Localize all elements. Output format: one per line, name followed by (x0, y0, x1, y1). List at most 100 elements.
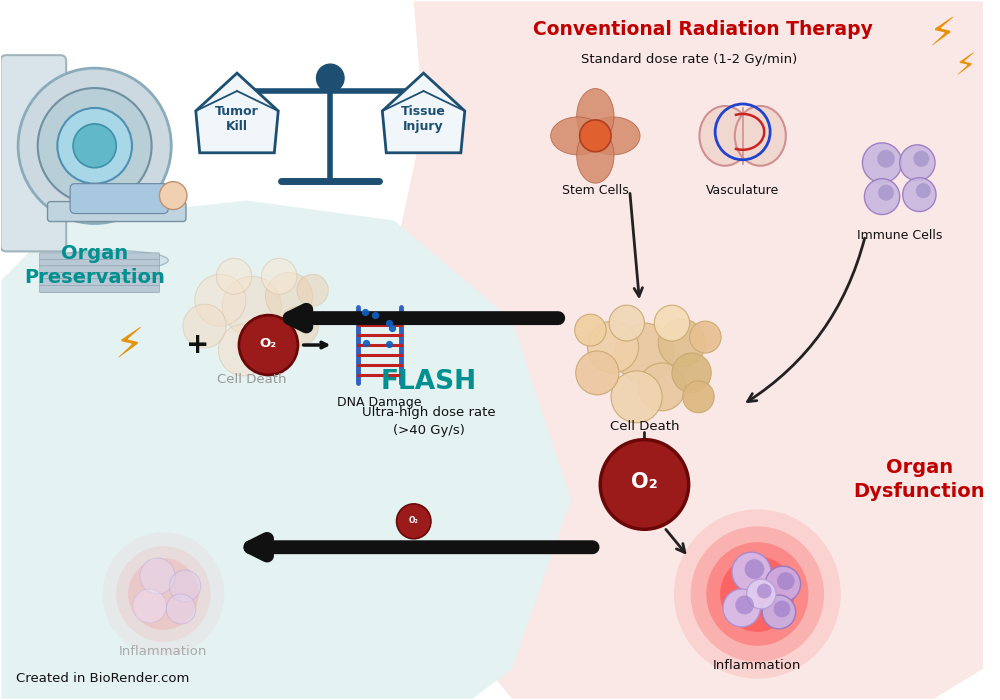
Ellipse shape (735, 106, 786, 166)
Text: Stem Cells: Stem Cells (562, 184, 629, 197)
FancyBboxPatch shape (40, 260, 159, 267)
Circle shape (195, 274, 246, 326)
Circle shape (103, 532, 224, 656)
Text: Standard dose rate (1-2 Gy/min): Standard dose rate (1-2 Gy/min) (581, 52, 797, 66)
Text: O₂: O₂ (409, 516, 419, 525)
FancyBboxPatch shape (0, 55, 66, 251)
FancyBboxPatch shape (40, 272, 159, 280)
Circle shape (864, 178, 900, 214)
Text: Ultra-high dose rate
(>40 Gy/s): Ultra-high dose rate (>40 Gy/s) (362, 406, 495, 438)
Text: ⚡: ⚡ (114, 324, 144, 366)
Circle shape (159, 182, 187, 209)
Text: Cell Death: Cell Death (610, 420, 679, 433)
Circle shape (38, 88, 152, 204)
Point (357, 306, 373, 317)
Ellipse shape (586, 117, 640, 155)
FancyBboxPatch shape (40, 286, 159, 293)
Circle shape (639, 363, 686, 411)
Point (381, 317, 397, 328)
Circle shape (720, 556, 795, 632)
Circle shape (166, 594, 196, 624)
Circle shape (757, 584, 772, 598)
Circle shape (169, 570, 201, 602)
Circle shape (654, 305, 690, 341)
Text: O₂: O₂ (260, 337, 277, 349)
Polygon shape (1, 201, 571, 699)
FancyBboxPatch shape (70, 183, 168, 214)
Circle shape (877, 150, 895, 168)
Circle shape (239, 315, 298, 375)
Text: Vasculature: Vasculature (706, 184, 779, 197)
Circle shape (658, 319, 705, 367)
Circle shape (615, 323, 674, 383)
Circle shape (732, 552, 771, 592)
Circle shape (723, 589, 760, 627)
Circle shape (609, 305, 644, 341)
Circle shape (903, 178, 936, 211)
Circle shape (265, 272, 313, 320)
Text: Tissue
Injury: Tissue Injury (401, 105, 446, 133)
Text: Conventional Radiation Therapy: Conventional Radiation Therapy (533, 20, 873, 38)
Circle shape (222, 276, 281, 336)
Point (358, 337, 374, 349)
Text: Inflammation: Inflammation (119, 645, 208, 658)
FancyBboxPatch shape (48, 202, 186, 221)
Circle shape (862, 143, 902, 183)
Circle shape (133, 589, 166, 623)
Circle shape (576, 351, 619, 395)
Text: DNA Damage: DNA Damage (337, 396, 422, 410)
Point (384, 323, 400, 334)
Text: FLASH: FLASH (380, 369, 477, 395)
Text: Cell Death: Cell Death (217, 373, 286, 386)
Circle shape (216, 258, 252, 294)
Polygon shape (374, 1, 983, 699)
Circle shape (691, 526, 824, 662)
Circle shape (765, 566, 801, 602)
Text: ⚡: ⚡ (928, 14, 956, 52)
Circle shape (774, 601, 790, 617)
Point (367, 309, 383, 320)
Circle shape (279, 306, 319, 346)
Text: ⚡: ⚡ (955, 52, 976, 80)
Text: Organ
Dysfunction: Organ Dysfunction (854, 458, 985, 501)
Circle shape (57, 108, 132, 183)
Text: Tumor
Kill: Tumor Kill (215, 105, 259, 133)
Polygon shape (196, 73, 278, 153)
Circle shape (588, 321, 639, 373)
Circle shape (73, 124, 116, 168)
Ellipse shape (577, 88, 614, 144)
Text: Inflammation: Inflammation (713, 659, 802, 672)
Ellipse shape (50, 251, 168, 270)
Circle shape (706, 542, 808, 646)
Circle shape (878, 185, 894, 201)
Circle shape (580, 120, 611, 152)
Circle shape (762, 595, 796, 629)
Circle shape (575, 314, 606, 346)
Ellipse shape (551, 117, 605, 155)
Text: Organ
Preservation: Organ Preservation (24, 244, 165, 287)
Point (381, 338, 397, 349)
Circle shape (745, 559, 764, 579)
Ellipse shape (577, 128, 614, 183)
Text: +: + (186, 331, 209, 359)
Circle shape (690, 321, 721, 353)
Polygon shape (382, 73, 465, 153)
FancyBboxPatch shape (40, 279, 159, 286)
Circle shape (913, 150, 929, 167)
Ellipse shape (699, 106, 750, 166)
Circle shape (218, 324, 269, 376)
Circle shape (262, 258, 297, 294)
Circle shape (683, 381, 714, 413)
Circle shape (600, 440, 689, 529)
Circle shape (128, 558, 199, 630)
Circle shape (297, 274, 328, 306)
Circle shape (611, 371, 662, 423)
Circle shape (777, 572, 795, 590)
FancyBboxPatch shape (40, 253, 159, 260)
Text: Immune Cells: Immune Cells (857, 229, 942, 242)
Circle shape (747, 579, 776, 609)
Circle shape (397, 504, 431, 539)
Circle shape (317, 64, 344, 92)
Text: Created in BioRender.com: Created in BioRender.com (16, 672, 189, 685)
Circle shape (246, 316, 293, 364)
